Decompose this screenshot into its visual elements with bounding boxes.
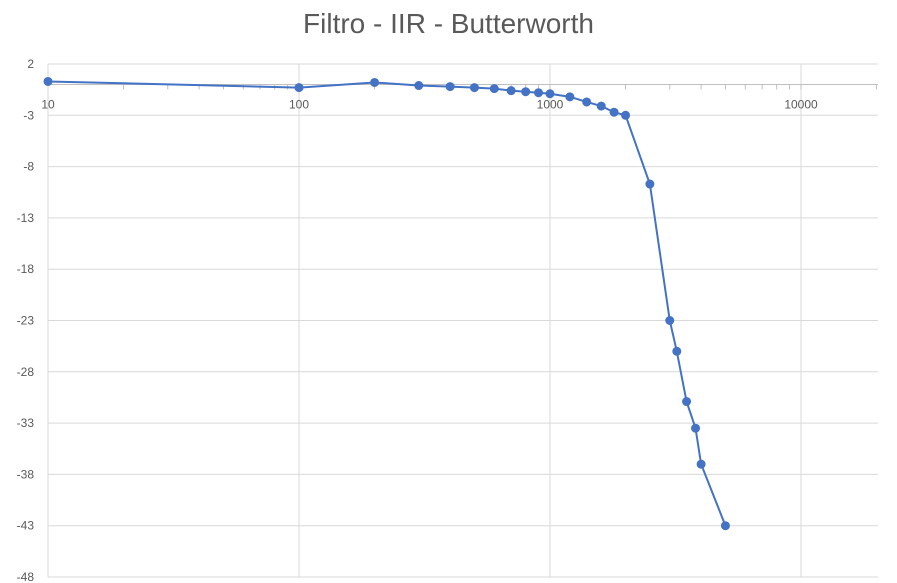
data-point [596, 101, 606, 111]
data-point [506, 86, 516, 96]
data-point [682, 397, 692, 407]
data-point [720, 521, 730, 531]
data-point [545, 89, 555, 99]
data-point [691, 423, 701, 433]
y-tick-label: -38 [17, 467, 35, 481]
y-tick-label: -18 [17, 262, 35, 276]
y-tick-label: -33 [17, 416, 35, 430]
data-point [469, 83, 479, 93]
data-point [43, 76, 53, 86]
data-point [621, 110, 631, 120]
chart-title: Filtro - IIR - Butterworth [303, 8, 594, 39]
data-point [609, 107, 619, 117]
x-tick-label: 100 [289, 98, 309, 112]
y-tick-label: -23 [17, 314, 35, 328]
data-point [645, 179, 655, 189]
y-tick-label: 2 [27, 57, 34, 71]
data-point [521, 87, 531, 97]
data-point [294, 83, 304, 93]
y-tick-label: -8 [23, 160, 34, 174]
data-point [370, 77, 380, 87]
y-tick-label: -48 [17, 570, 35, 583]
y-tick-label: -28 [17, 365, 35, 379]
data-point [672, 346, 682, 356]
data-point [414, 81, 424, 91]
y-tick-label: -43 [17, 519, 35, 533]
data-point [445, 82, 455, 92]
x-tick-label: 10000 [784, 98, 818, 112]
data-point [534, 88, 544, 98]
x-tick-label: 1000 [537, 98, 564, 112]
y-tick-label: -13 [17, 211, 35, 225]
y-tick-label: -3 [23, 108, 34, 122]
data-point [565, 92, 575, 102]
data-point [582, 97, 592, 107]
data-point [696, 459, 706, 469]
data-point [665, 316, 675, 325]
series-line [47, 80, 727, 527]
data-point [489, 84, 499, 94]
